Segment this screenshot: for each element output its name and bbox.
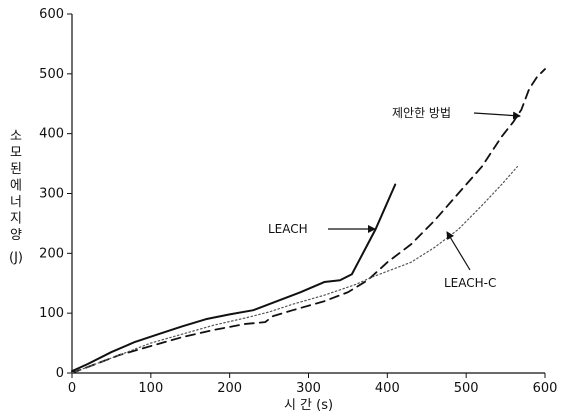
x-tick-label: 100 (138, 381, 163, 396)
x-tick-label: 300 (296, 381, 321, 396)
series-line-1 (71, 68, 546, 374)
y-tick-label: 400 (39, 127, 64, 142)
y-tick-label: 500 (39, 67, 64, 82)
y-tick-label: 100 (39, 306, 64, 321)
y-axis-label-char: 된 (10, 162, 22, 177)
x-axis-label: 시 간 (s) (284, 398, 333, 413)
y-tick-label: 200 (39, 246, 64, 261)
series-line-2 (71, 165, 519, 374)
annotation-label: LEACH-C (444, 276, 496, 290)
x-tick-label: 200 (217, 381, 242, 396)
annotation-arrow (446, 231, 471, 271)
annotation-arrow (473, 111, 521, 120)
annotation-label: LEACH (268, 222, 308, 236)
y-axis-label-char: 지 (10, 212, 22, 227)
y-axis-label-char: (J) (9, 251, 23, 266)
y-tick-label: 0 (56, 366, 64, 381)
y-axis-label-char: 너 (10, 195, 22, 210)
y-tick-label: 300 (39, 187, 64, 202)
x-tick-label: 500 (454, 381, 479, 396)
y-axis-label-char: 양 (10, 228, 22, 243)
series-line-0 (71, 183, 397, 373)
x-tick-label: 0 (68, 381, 76, 396)
y-axis-label-char: 모 (10, 146, 22, 161)
x-tick-label: 400 (375, 381, 400, 396)
y-axis-label-char: 소 (10, 129, 22, 144)
y-axis-label-char: 에 (10, 179, 22, 194)
y-tick-label: 600 (39, 7, 64, 22)
annotation-label: 제안한 방법 (392, 106, 451, 120)
x-tick-label: 600 (533, 381, 558, 396)
